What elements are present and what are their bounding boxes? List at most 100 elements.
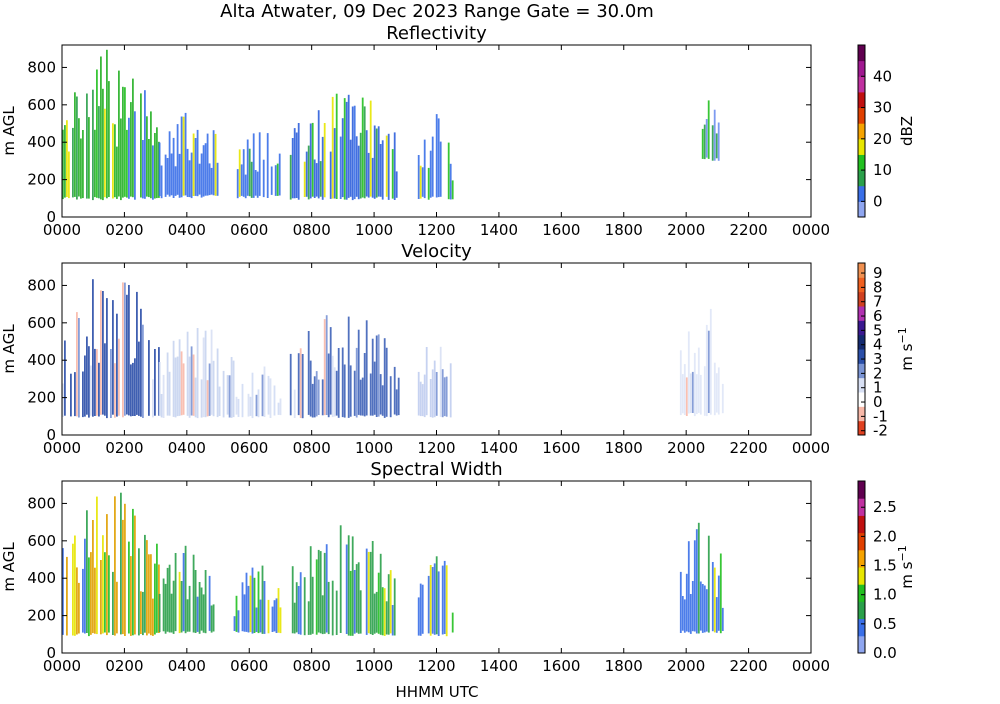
- colorbar-swatch: [858, 349, 865, 364]
- echo-streak: [345, 101, 348, 200]
- echo-streak: [343, 98, 346, 200]
- echo-streak: [447, 376, 450, 418]
- echo-streak: [379, 553, 382, 635]
- echo-streak: [351, 106, 354, 201]
- echo-streak: [341, 347, 344, 418]
- x-tick-label: 2200: [729, 221, 767, 239]
- echo-streak: [78, 118, 80, 197]
- echo-streak: [102, 88, 104, 201]
- echo-streak: [693, 352, 696, 417]
- echo-streak: [357, 329, 360, 415]
- x-tick-label: 0800: [293, 221, 331, 239]
- echo-streak: [271, 606, 274, 632]
- echo-streak: [329, 327, 332, 415]
- echo-streak: [94, 348, 96, 416]
- echo-streak: [108, 555, 110, 633]
- echo-streak: [96, 69, 98, 198]
- echo-streak: [244, 174, 247, 199]
- echo-streak: [148, 554, 150, 634]
- echo-streak: [689, 594, 692, 634]
- x-tick-label: 1000: [355, 221, 393, 239]
- echo-streak: [88, 117, 90, 199]
- echo-streak: [419, 381, 422, 417]
- echo-streak: [429, 150, 432, 198]
- echo-streak: [369, 100, 372, 197]
- echo-streak: [106, 298, 108, 419]
- echo-streak: [695, 529, 698, 634]
- echo-streak: [385, 601, 388, 635]
- echo-streak: [683, 364, 686, 415]
- echo-streak: [433, 563, 436, 635]
- x-tick-label: 0000: [792, 657, 830, 675]
- colorbar-tick-label: 20: [873, 130, 892, 148]
- echo-streak: [180, 116, 183, 198]
- echo-streak: [301, 354, 304, 419]
- x-tick-label: 0600: [230, 221, 268, 239]
- echo-streak: [313, 159, 316, 198]
- y-tick-label: 400: [27, 351, 56, 369]
- x-tick-label: 0400: [168, 657, 206, 675]
- y-tick-label: 600: [27, 96, 56, 114]
- echo-streak: [423, 374, 426, 418]
- echo-streak: [681, 596, 684, 631]
- x-tick-label: 1200: [417, 439, 455, 457]
- echo-streak: [679, 350, 682, 416]
- echo-streak: [160, 165, 163, 199]
- echo-streak: [435, 556, 438, 635]
- echo-streak: [182, 363, 185, 415]
- echo-streak: [295, 132, 298, 198]
- echo-streak: [90, 552, 92, 635]
- colorbar-frame: [857, 262, 866, 436]
- echo-streak: [323, 552, 326, 634]
- echo-streak: [178, 153, 181, 198]
- echo-streak: [445, 565, 448, 637]
- colorbar: 0.0 0.5 1.0 1.5 2.0 2.5 m s−1: [857, 480, 916, 662]
- figure-title: Alta Atwater, 09 Dec 2023 Range Gate = 3…: [220, 1, 654, 22]
- echo-streak: [150, 554, 152, 636]
- echo-streak: [449, 163, 452, 200]
- echo-streak: [70, 373, 72, 417]
- echo-streak: [333, 367, 336, 417]
- colorbar-swatch: [858, 406, 865, 422]
- x-tick-label: 0600: [230, 657, 268, 675]
- y-tick-label: 800: [27, 276, 56, 294]
- x-tick-label: 0600: [230, 439, 268, 457]
- echo-streak: [90, 365, 92, 416]
- colorbar-label: m s−1: [896, 327, 916, 370]
- echo-streak: [200, 587, 203, 631]
- echo-streak: [297, 123, 300, 200]
- echo-streak: [713, 109, 716, 161]
- echo-streak: [228, 375, 231, 418]
- echo-streak: [124, 282, 126, 416]
- echo-streak: [200, 153, 203, 198]
- echo-streak: [196, 596, 199, 632]
- echo-streak: [86, 336, 88, 415]
- echo-streak: [251, 567, 254, 634]
- echo-streak: [86, 93, 88, 199]
- x-tick-label: 1400: [480, 439, 518, 457]
- echo-streak: [92, 279, 94, 417]
- echo-streak: [164, 352, 167, 415]
- echo-streak: [116, 581, 118, 634]
- echo-streak: [703, 585, 706, 633]
- echo-streak: [707, 330, 710, 413]
- x-tick-label: 0000: [43, 439, 81, 457]
- y-axis-label: m AGL: [0, 542, 18, 592]
- colorbar-swatch: [858, 201, 865, 218]
- echo-streak: [425, 347, 428, 416]
- colorbar-swatch: [858, 306, 865, 321]
- echo-streak: [693, 540, 696, 632]
- echo-streak: [204, 330, 207, 418]
- echo-streak: [174, 166, 177, 196]
- echo-streak: [691, 581, 694, 632]
- echo-streak: [377, 572, 380, 634]
- echo-streak: [419, 583, 422, 636]
- y-tick-label: 600: [27, 532, 56, 550]
- echo-streak: [100, 560, 102, 635]
- echo-streak: [216, 348, 219, 418]
- echo-streak: [355, 564, 358, 633]
- echo-streak: [379, 144, 382, 197]
- echo-streak: [275, 384, 278, 416]
- echo-streak: [116, 146, 118, 199]
- echo-streak: [236, 169, 239, 199]
